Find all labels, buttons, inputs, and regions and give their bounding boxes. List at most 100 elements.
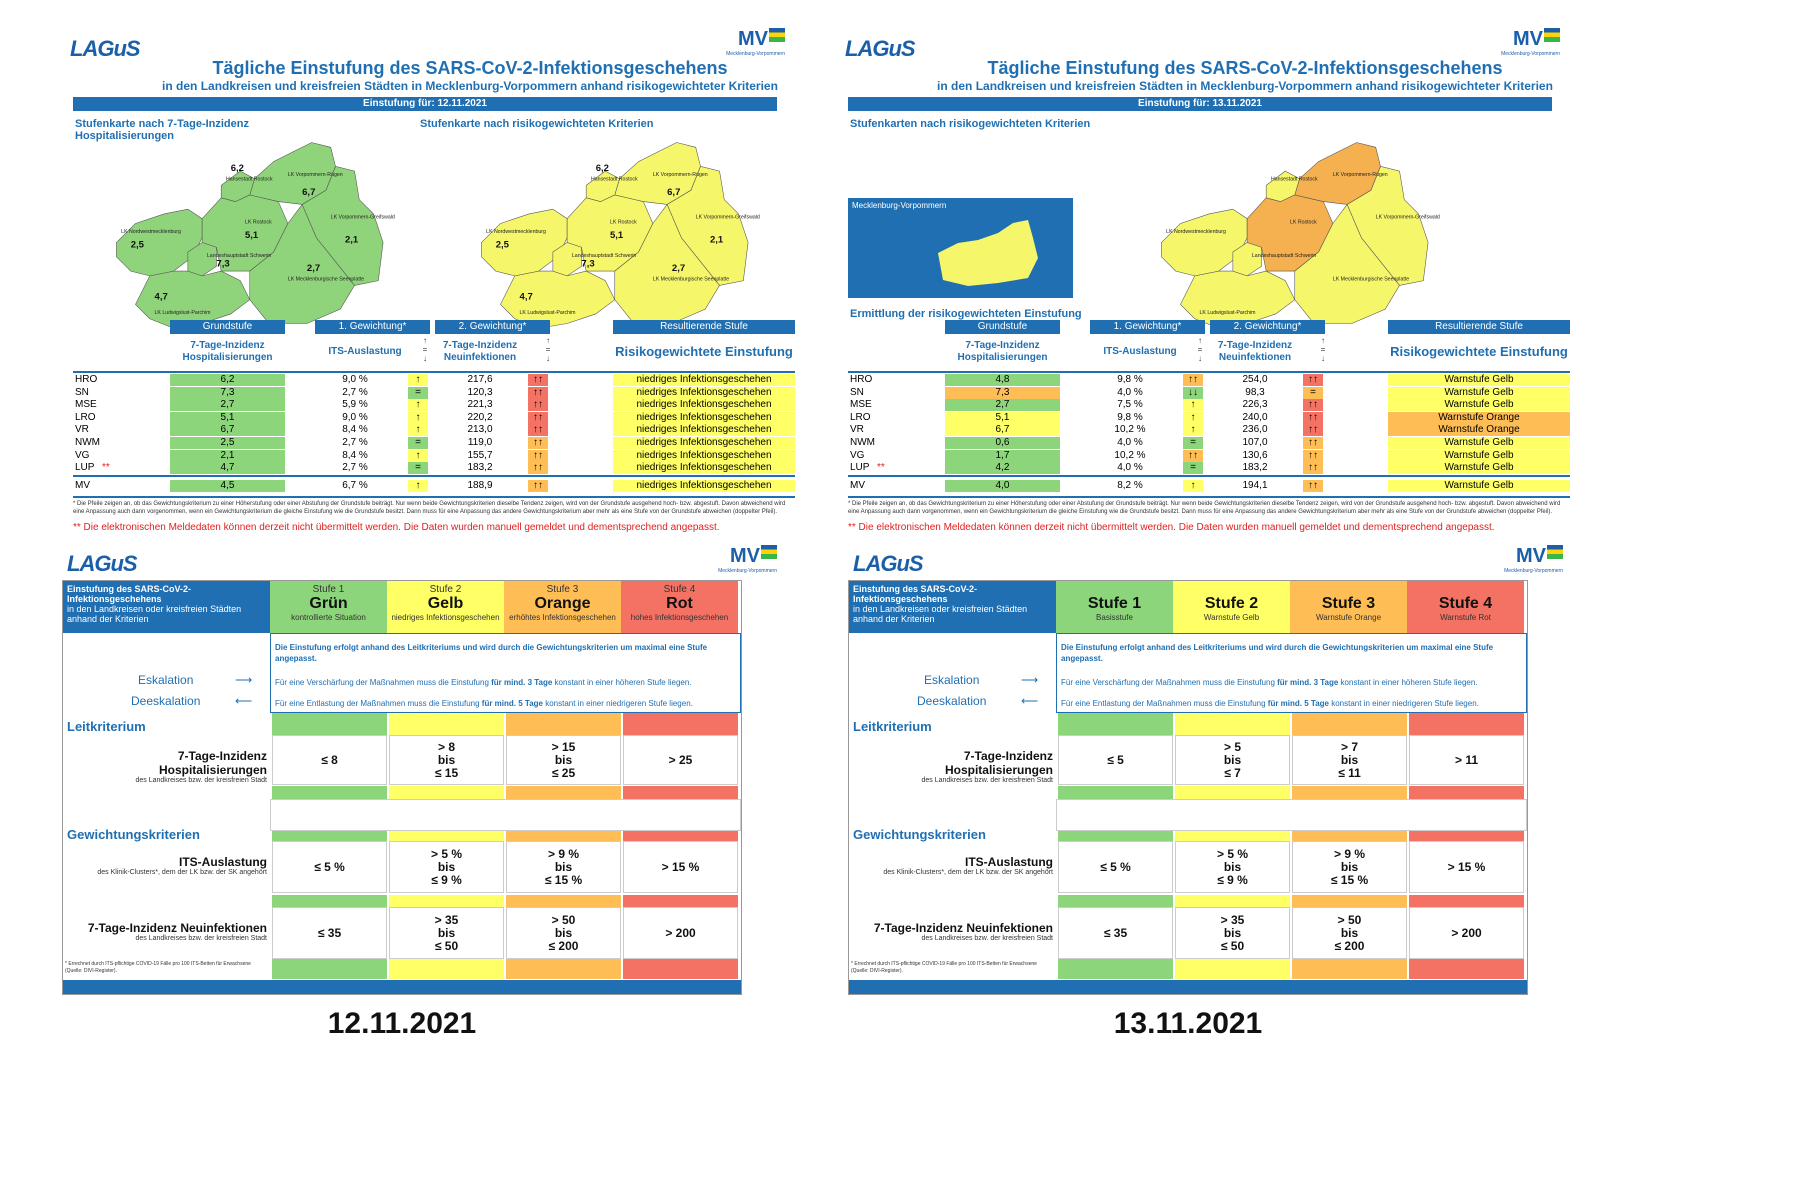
- neuinf-cell: 220,2: [467, 411, 493, 423]
- leitkriterium-heading: Leitkriterium: [67, 719, 146, 734]
- eskalation-text: Für eine Verschärfung der Maßnahmen muss…: [275, 678, 736, 687]
- threshold-line: ≤ 15 %: [1330, 872, 1369, 887]
- mv-rule-bottom: [848, 495, 1570, 498]
- grundstufe-cell: 6,2: [170, 374, 285, 386]
- arrow2-cell: ↑↑: [528, 411, 548, 424]
- desk-bold: für mind. 5 Tage: [1267, 699, 1329, 708]
- district-sn: [187, 242, 217, 277]
- arrow2-cell: ↑↑: [528, 386, 548, 399]
- neuinf-cell: 194,1: [1242, 479, 1268, 491]
- table-row: VG 2,1 8,4 % ↑ 155,7 ↑↑ niedriges Infektionsge…: [65, 449, 805, 463]
- mv-logo-sub: Mecklenburg-Vorpommern: [1501, 51, 1560, 57]
- threshold-cell: > 5 bis ≤ 7: [1175, 735, 1290, 785]
- table-row: MSE 2,7 5,9 % ↑ 221,3 ↑↑ niedriges Infektionsg…: [65, 399, 805, 412]
- threshold-cell: > 25: [623, 735, 738, 785]
- threshold-cell: ≤ 35: [272, 907, 387, 959]
- district-code: LRO: [850, 411, 871, 423]
- criteria-head-title: Einstufung des SARS-CoV-2-Infektionsgesc…: [67, 584, 192, 604]
- table-row: VR 6,7 10,2 % ↑ 236,0 ↑↑ Warnstufe Orange: [840, 424, 1580, 437]
- criterion-sub: des Landkreises bzw. der kreisfreien Sta…: [921, 935, 1053, 942]
- arrow1-cell: =: [408, 462, 428, 475]
- lagus-logo: LAGuS: [845, 36, 916, 61]
- mv-row: MV 4,5 6,7 % ↑ 188,9 ↑↑ niedriges Infektionsge…: [65, 479, 805, 493]
- district-code: VR: [75, 424, 89, 436]
- report-title: Tägliche Einstufung des SARS-CoV-2-Infek…: [920, 58, 1570, 93]
- threshold-cell: > 35 bis ≤ 50: [389, 907, 504, 959]
- neuinf-cell: 98,3: [1245, 386, 1265, 398]
- arrow2-cell: ↑↑: [528, 424, 548, 437]
- criterion-name: ITS-Auslastung: [178, 855, 267, 869]
- esk-bold: für mind. 3 Tage: [1277, 678, 1339, 687]
- district-vr: [1294, 142, 1381, 205]
- district-value: 2,5: [496, 239, 510, 250]
- district-value: 6,7: [302, 187, 315, 198]
- color-strip: [1292, 786, 1407, 800]
- level-box-3: Stufe 3 Orange erhöhtes Infektionsgeschehe…: [504, 581, 621, 633]
- criterion-k3: 7-Tage-Inzidenz Neuinfektionen des Landkr…: [853, 921, 1053, 942]
- its-cell: 9,8 %: [1117, 411, 1143, 423]
- arrow1-cell: =: [408, 437, 428, 449]
- info-box: Die Einstufung erfolgt anhand des Leitkr…: [1056, 633, 1527, 713]
- table-row: LUP ** 4,2 4,0 % = 183,2 ↑↑ Warnstufe Gelb: [840, 462, 1580, 475]
- map-hospitalisierung: Hansestadt Rostock 6,2 LK Vorpommern-Rügen…: [116, 142, 395, 329]
- district-sn: [552, 242, 582, 277]
- eskalation-label: Eskalation: [138, 673, 194, 687]
- result-cell: niedriges Infektionsgeschehen: [613, 411, 795, 424]
- neuinf-cell: 213,0: [467, 424, 493, 436]
- level-box-2: Stufe 2 Warnstufe Gelb: [1173, 581, 1290, 633]
- threshold-line: bis: [1340, 925, 1359, 940]
- threshold-line: bis: [554, 859, 573, 874]
- result-cell: Warnstufe Gelb: [1388, 449, 1570, 462]
- district-value: 5,1: [610, 230, 624, 241]
- eskalation-label: Eskalation: [924, 673, 980, 687]
- inset-map: Mecklenburg-Vorpommern: [848, 198, 1073, 298]
- arrow1-cell: ↑: [408, 374, 428, 386]
- mv-flag-icon: [1547, 545, 1563, 559]
- color-strip: [1175, 786, 1290, 800]
- threshold-cell: ≤ 5 %: [1058, 841, 1173, 893]
- threshold-line: ≤ 11: [1338, 765, 1361, 780]
- its-cell: 4,0 %: [1117, 462, 1143, 474]
- color-strip: [506, 713, 621, 735]
- threshold-cell: > 5 % bis ≤ 9 %: [389, 841, 504, 893]
- district-label: LK Vorpommern-Rügen: [1333, 172, 1388, 178]
- district-label: LK Ludwigslust-Parchim: [155, 310, 211, 316]
- district-code: SN: [75, 386, 89, 398]
- its-cell: 7,5 %: [1117, 399, 1143, 411]
- district-value: 4,7: [520, 292, 533, 303]
- its-cell: 10,2 %: [1114, 449, 1146, 461]
- color-strip: [272, 895, 387, 907]
- threshold-line: bis: [437, 925, 456, 940]
- gewichtung2-header: 2. Gewichtung*: [435, 320, 550, 334]
- arrow2-cell: ↑↑: [1303, 399, 1323, 412]
- esk-txt2: konstant in einer höheren Stufe liegen.: [552, 678, 692, 687]
- threshold-line: ≤ 9 %: [431, 872, 462, 887]
- report-subtitle: in den Landkreisen und kreisfreien Städt…: [937, 79, 1553, 93]
- result-cell: niedriges Infektionsgeschehen: [613, 424, 795, 437]
- report-1: LAGuS MV Mecklenburg-Vorpommern Tägliche Ei…: [840, 28, 1730, 628]
- district-label: LK Vorpommern-Rügen: [288, 172, 343, 178]
- level-small: Stufe 1: [312, 584, 345, 595]
- mv-logo-text: MV: [1516, 545, 1546, 567]
- district-hro: [1265, 170, 1300, 202]
- grundstufe-cell: 5,1: [170, 411, 285, 424]
- its-cell: 9,8 %: [1117, 374, 1143, 385]
- arrow2-cell: ↑↑: [528, 479, 548, 492]
- report-0: LAGuS MV Mecklenburg-Vorpommern Tägliche Ei…: [65, 28, 955, 628]
- updown-icon: ↑ = ↓: [545, 336, 551, 363]
- c4-header: Risikogewichtete Einstufung: [1390, 344, 1568, 359]
- result-cell: Warnstufe Gelb: [1388, 386, 1570, 399]
- level-desc: Warnstufe Orange: [1315, 613, 1382, 622]
- mv-flag-icon: [761, 545, 777, 559]
- arrow2-cell: ↑↑: [528, 437, 548, 449]
- threshold-line: ≤ 50: [434, 938, 459, 953]
- arrow2-cell: ↑↑: [1303, 437, 1323, 449]
- district-vr: [614, 142, 701, 205]
- grundstufe-cell: 2,5: [170, 437, 285, 449]
- level-box-1: Stufe 1 Grün kontrollierte Situation: [270, 581, 387, 633]
- arrow1-cell: ↑: [408, 479, 428, 492]
- footnote: * Die Pfeile zeigen an, ob das Gewichtun…: [848, 500, 1561, 515]
- table-row: LRO 5,1 9,0 % ↑ 220,2 ↑↑ niedriges Infektionsg…: [65, 411, 805, 425]
- threshold-line: bis: [437, 859, 456, 874]
- lagus-logo: LAGuS: [853, 551, 924, 576]
